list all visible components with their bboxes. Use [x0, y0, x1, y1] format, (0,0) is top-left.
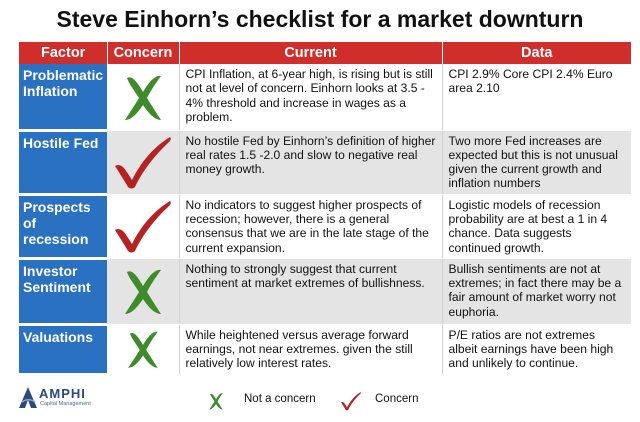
- table-row: Prospects of recession No indicators to …: [19, 194, 631, 260]
- concern-cell: [107, 324, 179, 375]
- x-icon: [128, 332, 158, 369]
- factor-cell: Prospects of recession: [19, 194, 107, 260]
- current-cell: No indicators to suggest higher prospect…: [178, 194, 442, 259]
- factor-cell: Investor Sentiment: [19, 258, 107, 326]
- data-cell: Logistic models of recession probability…: [441, 194, 631, 259]
- current-cell: CPI Inflation, at 6-year high, is rising…: [178, 64, 442, 131]
- x-icon: [124, 270, 161, 315]
- table-row: Problematic Inflation CPI Inflation, at …: [19, 64, 631, 132]
- amphi-logo: AMPHI Capital Management: [18, 384, 128, 414]
- factor-cell: Problematic Inflation: [19, 64, 107, 132]
- check-icon: [114, 201, 171, 253]
- logo-tagline: Capital Management: [40, 401, 91, 407]
- current-cell: While heightened versus average forward …: [178, 324, 442, 375]
- logo-triangle-icon: [19, 387, 37, 408]
- concern-cell: [107, 64, 179, 131]
- legend-x-icon: [209, 393, 223, 410]
- header-current: Current: [179, 42, 443, 64]
- concern-cell: [107, 194, 179, 259]
- concern-cell: [107, 258, 179, 325]
- legend: Not a concern Concern: [0, 390, 640, 414]
- legend-concern-label: Concern: [375, 393, 419, 405]
- table-row: Valuations While heightened versus avera…: [19, 324, 631, 376]
- logo-name: AMPHI: [39, 386, 86, 401]
- header-data: Data: [442, 42, 631, 64]
- current-cell: No hostile Fed by Einhorn’s definition o…: [178, 130, 442, 195]
- check-icon: [114, 137, 171, 189]
- concern-cell: [107, 130, 179, 195]
- checklist-table: Factor Concern Current Data Problematic …: [19, 42, 631, 376]
- data-cell: Two more Fed increases are expected but …: [441, 130, 631, 195]
- factor-cell: Hostile Fed: [19, 130, 107, 196]
- data-cell: P/E ratios are not extremes albeit earni…: [441, 324, 631, 375]
- legend-not-concern-label: Not a concern: [244, 393, 316, 405]
- data-cell: Bullish sentiments are not at extremes; …: [441, 258, 631, 325]
- current-cell: Nothing to strongly suggest that current…: [178, 258, 442, 325]
- x-icon: [124, 75, 161, 120]
- factor-cell: Valuations: [19, 324, 107, 376]
- legend-check-icon: [341, 392, 361, 411]
- page-title: Steve Einhorn’s checklist for a market d…: [56, 6, 584, 32]
- table-header-row: Factor Concern Current Data: [19, 42, 631, 64]
- data-cell: CPI 2.9% Core CPI 2.4% Euro area 2.10: [441, 64, 631, 131]
- table-row: Investor Sentiment Nothing to strongly s…: [19, 258, 631, 326]
- table-row: Hostile Fed No hostile Fed by Einhorn’s …: [19, 130, 631, 196]
- header-factor: Factor: [19, 42, 108, 64]
- header-concern: Concern: [107, 42, 180, 64]
